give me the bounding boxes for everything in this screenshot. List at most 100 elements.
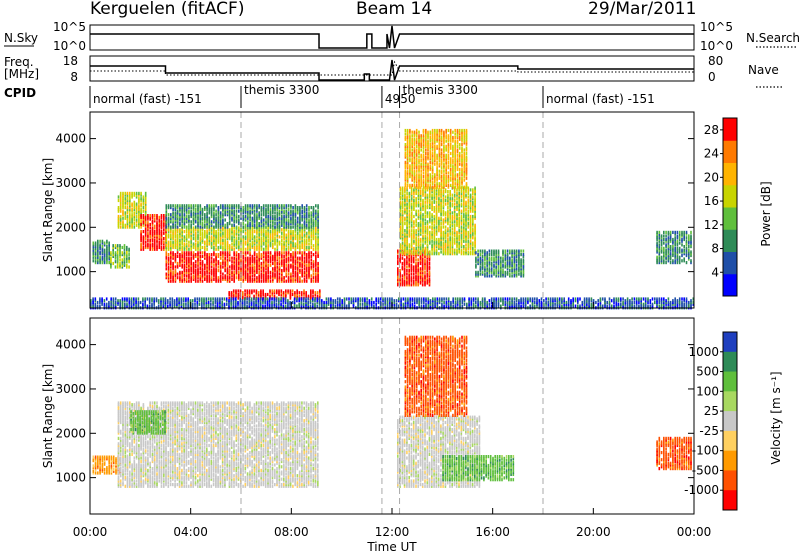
heatmap-cell <box>217 269 220 273</box>
heatmap-cell <box>129 198 131 203</box>
heatmap-cell <box>176 214 179 219</box>
heatmap-cell <box>181 218 183 222</box>
heatmap-cell <box>94 243 97 247</box>
heatmap-cell <box>231 270 233 274</box>
heatmap-cell <box>404 222 406 226</box>
heatmap-cell <box>428 254 431 258</box>
heatmap-cell <box>415 144 418 148</box>
heatmap-cell <box>438 148 441 152</box>
heatmap-cell <box>163 231 165 235</box>
heatmap-cell <box>123 263 126 267</box>
heatmap-cell <box>452 171 454 175</box>
heatmap-cell <box>408 248 411 252</box>
heatmap-cell <box>128 249 130 253</box>
heatmap-cell <box>267 238 269 242</box>
heatmap-cell <box>179 231 181 235</box>
heatmap-cell <box>285 238 288 242</box>
heatmap-cell <box>278 279 281 283</box>
heatmap-cell <box>431 236 433 240</box>
heatmap-cell <box>285 235 288 239</box>
heatmap-cell <box>201 267 204 271</box>
heatmap-cell <box>301 238 303 242</box>
heatmap-cell <box>308 207 310 211</box>
heatmap-cell <box>131 191 133 195</box>
heatmap-cell <box>179 276 181 280</box>
heatmap-cell <box>454 166 456 170</box>
heatmap-cell <box>253 204 256 208</box>
heatmap-cell <box>235 258 238 262</box>
heatmap-cell <box>256 206 258 210</box>
heatmap-cell <box>215 231 217 235</box>
heatmap-cell <box>235 225 238 229</box>
heatmap-cell <box>170 251 172 255</box>
heatmap-cell <box>444 225 447 229</box>
heatmap-cell <box>419 274 422 278</box>
heatmap-cell <box>204 225 206 229</box>
heatmap-cell <box>144 222 147 227</box>
heatmap-cell <box>260 289 262 293</box>
heatmap-cell <box>272 269 274 273</box>
heatmap-cell <box>199 237 202 241</box>
heatmap-cell <box>436 185 438 189</box>
heatmap-cell <box>294 211 297 215</box>
heatmap-cell <box>300 291 303 295</box>
heatmap-cell <box>413 206 415 210</box>
heatmap-cell <box>282 291 285 295</box>
heatmap-cell <box>406 279 408 283</box>
heatmap-cell <box>281 276 283 280</box>
heatmap-cell <box>249 265 251 269</box>
heatmap-cell <box>461 143 463 147</box>
heatmap-cell <box>447 229 449 233</box>
heatmap-cell <box>188 214 190 219</box>
heatmap-cell <box>185 270 188 274</box>
heatmap-cell <box>406 198 408 203</box>
heatmap-cell <box>296 256 299 260</box>
heatmap-cell <box>226 237 229 241</box>
heatmap-cell <box>176 228 179 232</box>
heatmap-cell <box>415 198 417 203</box>
heatmap-cell <box>467 211 470 215</box>
heatmap-cell <box>135 207 138 211</box>
heatmap-cell <box>208 254 211 258</box>
heatmap-cell <box>133 207 136 211</box>
heatmap-cell <box>415 211 417 215</box>
heatmap-cell <box>167 220 170 224</box>
heatmap-cell <box>399 246 402 250</box>
heatmap-cell <box>426 222 429 226</box>
heatmap-cell <box>149 233 151 237</box>
heatmap-cell <box>418 148 420 152</box>
heatmap-cell <box>285 225 288 229</box>
heatmap-cell <box>443 150 445 154</box>
heatmap-cell <box>417 261 419 266</box>
heatmap-cell <box>126 214 129 219</box>
heatmap-cell <box>267 216 269 220</box>
heatmap-cell <box>106 257 108 261</box>
heatmap-cell <box>419 225 422 229</box>
heatmap-cell <box>269 279 272 283</box>
heatmap-cell <box>219 269 222 273</box>
heatmap-cell <box>226 253 229 257</box>
heatmap-cell <box>427 132 429 136</box>
heatmap-cell <box>210 279 213 283</box>
heatmap-cell <box>443 137 445 141</box>
heatmap-cell <box>233 220 235 224</box>
heatmap-cell <box>231 237 233 241</box>
heatmap-cell <box>217 222 220 226</box>
nave-tick-top: 80 <box>708 54 723 68</box>
heatmap-cell <box>153 230 156 234</box>
heatmap-cell <box>447 213 449 217</box>
heatmap-cell <box>235 213 238 217</box>
heatmap-cell <box>442 225 445 229</box>
heatmap-cell <box>222 218 224 222</box>
heatmap-cell <box>460 243 463 247</box>
heatmap-cell <box>206 267 208 271</box>
heatmap-cell <box>285 251 288 255</box>
heatmap-cell <box>467 225 470 229</box>
heatmap-cell <box>285 216 288 220</box>
heatmap-cell <box>305 220 308 224</box>
heatmap-cell <box>215 258 217 262</box>
heatmap-cell <box>305 245 308 250</box>
heatmap-cell <box>465 169 468 173</box>
heatmap-cell <box>190 209 192 213</box>
heatmap-cell <box>424 263 426 267</box>
